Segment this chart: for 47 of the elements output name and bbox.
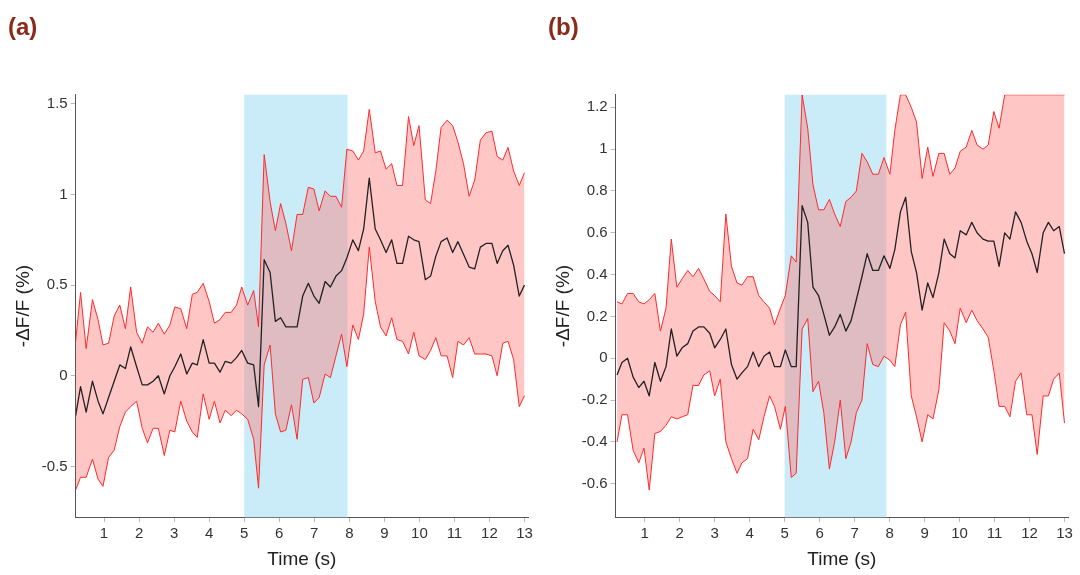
chart-title: (a) <box>8 13 38 41</box>
y-tick-label: 0.2 <box>586 306 608 324</box>
x-tick-label: 9 <box>380 524 389 542</box>
y-tick-label: 1 <box>59 184 68 202</box>
y-tick-label: 1.2 <box>586 97 608 115</box>
y-tick-label: -0.5 <box>41 456 68 474</box>
x-tick-label: 8 <box>345 524 354 542</box>
x-tick-label: 9 <box>920 524 929 542</box>
y-tick-label: 0 <box>599 348 608 366</box>
y-axis-title: -ΔF/F (%) <box>11 264 33 348</box>
x-tick-label: 3 <box>710 524 719 542</box>
x-axis-title: Time (s) <box>807 547 877 569</box>
x-tick-label: 2 <box>134 524 144 542</box>
x-tick-label: 7 <box>850 524 859 542</box>
x-tick-label: 10 <box>411 524 428 542</box>
y-tick-label: -0.6 <box>581 473 608 491</box>
x-tick-label: 4 <box>204 524 214 542</box>
x-tick-label: 2 <box>675 524 684 542</box>
x-tick-label: 7 <box>310 524 319 542</box>
x-tick-label: 4 <box>745 524 754 542</box>
x-tick-label: 1 <box>640 524 649 542</box>
y-tick-label: 1.5 <box>46 94 68 112</box>
y-tick-label: 0.5 <box>46 275 68 293</box>
x-tick-label: 10 <box>951 524 968 542</box>
x-tick-label: 11 <box>986 524 1003 542</box>
chart-title: (b) <box>548 13 579 41</box>
y-tick-label: 0.4 <box>586 264 608 282</box>
x-tick-label: 13 <box>1056 524 1073 542</box>
x-tick-label: 11 <box>446 524 463 542</box>
x-tick-label: 6 <box>815 524 824 542</box>
x-axis-title: Time (s) <box>267 547 337 569</box>
x-tick-label: 12 <box>1021 524 1038 542</box>
y-tick-label: 0.8 <box>586 181 608 199</box>
y-tick-label: -0.4 <box>581 432 608 450</box>
x-tick-label: 1 <box>99 524 109 542</box>
x-tick-label: 13 <box>516 524 533 542</box>
y-tick-label: 0.6 <box>586 222 608 240</box>
y-tick-label: -0.2 <box>581 390 608 408</box>
x-tick-label: 3 <box>169 524 179 542</box>
x-tick-label: 12 <box>481 524 498 542</box>
x-tick-label: 5 <box>240 524 249 542</box>
y-tick-label: 1 <box>599 139 608 157</box>
y-tick-label: 0 <box>59 365 68 383</box>
y-axis-title: -ΔF/F (%) <box>551 264 573 348</box>
x-tick-label: 6 <box>275 524 284 542</box>
x-tick-label: 5 <box>780 524 789 542</box>
x-tick-label: 8 <box>885 524 894 542</box>
